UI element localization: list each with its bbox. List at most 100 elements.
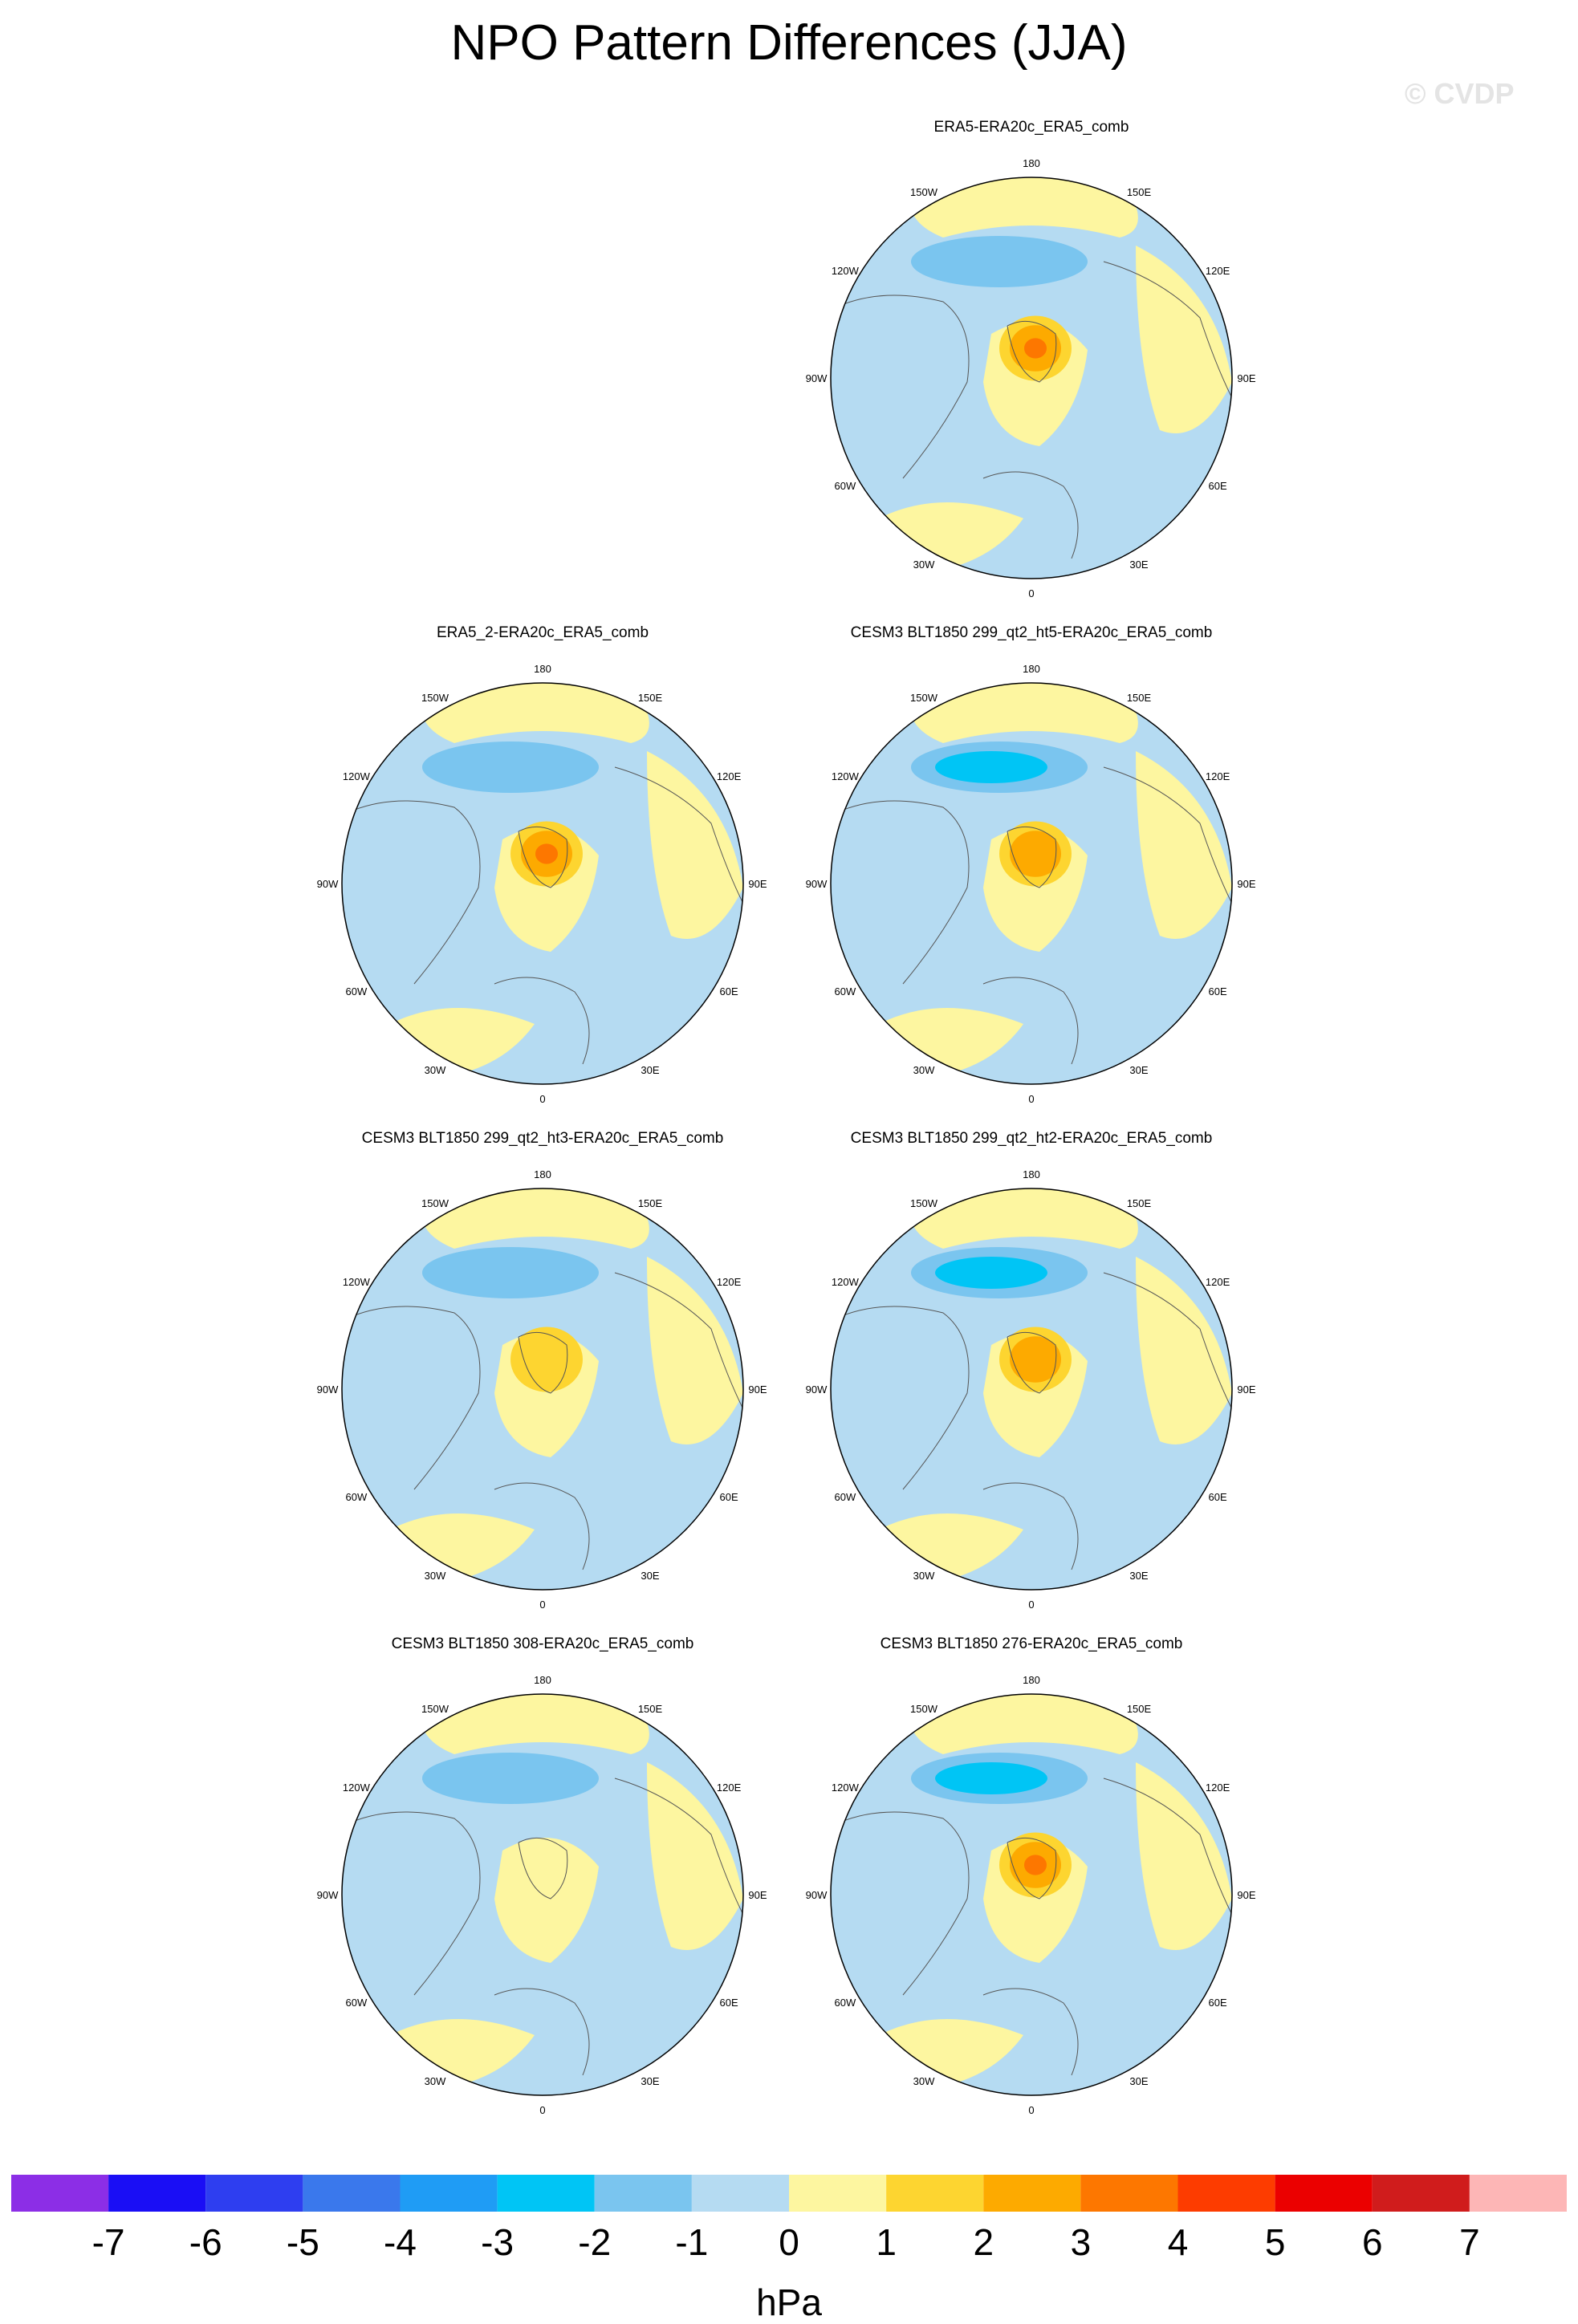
panel-title: CESM3 BLT1850 299_qt2_ht2-ERA20c_ERA5_co… xyxy=(850,1130,1213,1147)
longitude-label: 30E xyxy=(1129,559,1148,571)
field-pos1 xyxy=(909,1694,1138,1754)
colorbar-tick: 0 xyxy=(779,2221,799,2263)
colorbar-units: hPa xyxy=(756,2281,822,2323)
map-field xyxy=(831,177,1232,579)
colorbar-segment xyxy=(1177,2175,1275,2212)
panel-title: CESM3 BLT1850 299_qt2_ht3-ERA20c_ERA5_co… xyxy=(361,1130,724,1147)
map-border xyxy=(830,682,1233,1085)
coastlines xyxy=(342,766,743,1065)
longitude-label: 0 xyxy=(1028,1599,1034,1611)
longitude-label: 150W xyxy=(421,1703,449,1715)
longitude-label: 60W xyxy=(835,1997,856,2009)
polar-map: 180 150E 120E 90E 60E 30E 0 30W 60W 90W 120W 150W xyxy=(806,1674,1256,2116)
longitude-label: 180 xyxy=(1023,1674,1040,1686)
coastlines xyxy=(831,1272,1232,1570)
field-pos1 xyxy=(909,177,1138,238)
longitude-label: 150W xyxy=(910,1197,938,1209)
field-pos2 xyxy=(510,1327,583,1392)
longitude-label: 30W xyxy=(913,1570,935,1582)
longitude-label: 150E xyxy=(1127,1197,1152,1209)
longitude-label: 120W xyxy=(832,1782,860,1794)
longitude-label: 60E xyxy=(720,985,738,997)
polar-map: 180 150E 120E 90E 60E 30E 0 30W 60W 90W 120W 150W xyxy=(317,663,767,1105)
longitude-label: 90E xyxy=(1237,1889,1255,1901)
longitude-label: 90W xyxy=(806,372,828,384)
longitude-label: 30E xyxy=(1129,2075,1148,2087)
map-panel-era5: ERA5-ERA20c_ERA5_comb 180 150E 120E 90E 60E 3… xyxy=(783,119,1280,616)
coastlines xyxy=(831,766,1232,1065)
field-pos3 xyxy=(1010,831,1061,877)
longitude-label: 30W xyxy=(425,1570,446,1582)
longitude-label: 0 xyxy=(539,1093,545,1105)
coastlines xyxy=(831,1778,1232,2076)
colorbar-tick: -7 xyxy=(92,2221,125,2263)
polar-map: 180 150E 120E 90E 60E 30E 0 30W 60W 90W 120W 150W xyxy=(806,663,1256,1105)
colorbar-tick: 2 xyxy=(973,2221,994,2263)
field-neg3 xyxy=(935,1762,1047,1794)
map-border xyxy=(341,682,744,1085)
map-border xyxy=(830,177,1233,579)
polar-map: 180 150E 120E 90E 60E 30E 0 30W 60W 90W 120W 150W xyxy=(317,1168,767,1611)
longitude-label: 60E xyxy=(720,1491,738,1503)
colorbar: -7 -6 -5 -4 -3 -2 -1 0 1 2 3 4 5 6 7 xyxy=(11,2175,1567,2263)
polar-map: 180 150E 120E 90E 60E 30E 0 30W 60W 90W 120W 150W xyxy=(806,157,1256,599)
longitude-label: 120E xyxy=(1206,1782,1230,1794)
longitude-label: 90E xyxy=(748,1383,767,1396)
panel-title: CESM3 BLT1850 299_qt2_ht5-ERA20c_ERA5_co… xyxy=(850,624,1213,641)
panel-title: CESM3 BLT1850 308-ERA20c_ERA5_comb xyxy=(391,1635,694,1652)
coastlines xyxy=(342,1778,743,2076)
longitude-label: 30W xyxy=(425,2075,446,2087)
colorbar-segment xyxy=(1275,2175,1373,2212)
longitude-label: 90E xyxy=(748,1889,767,1901)
colorbar-segment xyxy=(11,2175,109,2212)
longitude-label: 90E xyxy=(1237,372,1255,384)
field-pos1 xyxy=(647,751,743,939)
longitude-label: 180 xyxy=(534,1168,551,1180)
map-field xyxy=(831,1694,1232,2095)
longitude-label: 120W xyxy=(343,770,371,782)
colorbar-tick: 1 xyxy=(876,2221,897,2263)
field-pos3 xyxy=(1010,1336,1061,1383)
longitude-label: 90W xyxy=(317,878,339,890)
colorbar-tick: 4 xyxy=(1168,2221,1189,2263)
longitude-label: 60W xyxy=(346,1997,368,2009)
longitude-label: 180 xyxy=(1023,1168,1040,1180)
panel-title: ERA5_2-ERA20c_ERA5_comb xyxy=(436,624,649,641)
longitude-label: 60W xyxy=(346,985,368,997)
longitude-label: 30E xyxy=(641,1064,659,1076)
map-panel-ht5: CESM3 BLT1850 299_qt2_ht5-ERA20c_ERA5_co… xyxy=(783,624,1280,1122)
longitude-label: 90W xyxy=(317,1383,339,1396)
map-field xyxy=(831,1188,1232,1590)
colorbar-tick: -2 xyxy=(578,2221,611,2263)
longitude-label: 150E xyxy=(638,1197,663,1209)
field-pos1 xyxy=(909,1188,1138,1249)
panel-title: ERA5-ERA20c_ERA5_comb xyxy=(933,119,1129,136)
longitude-label: 90W xyxy=(806,1383,828,1396)
colorbar-segment xyxy=(400,2175,498,2212)
longitude-label: 150W xyxy=(421,1197,449,1209)
colorbar-segment xyxy=(1469,2175,1567,2212)
map-field xyxy=(831,683,1232,1084)
longitude-label: 120E xyxy=(1206,265,1230,277)
field-neg2 xyxy=(911,236,1088,287)
longitude-label: 90W xyxy=(806,878,828,890)
longitude-label: 120E xyxy=(1206,1276,1230,1288)
longitude-label: 90E xyxy=(1237,1383,1255,1396)
coastlines xyxy=(342,1272,743,1570)
field-pos1 xyxy=(1136,751,1232,939)
longitude-label: 60W xyxy=(835,985,856,997)
colorbar-segment xyxy=(303,2175,401,2212)
field-pos1 xyxy=(647,1762,743,1950)
longitude-label: 180 xyxy=(1023,663,1040,675)
longitude-label: 0 xyxy=(1028,1093,1034,1105)
longitude-label: 30W xyxy=(913,559,935,571)
longitude-label: 30W xyxy=(913,1064,935,1076)
colorbar-tick: -5 xyxy=(287,2221,319,2263)
longitude-label: 180 xyxy=(534,663,551,675)
longitude-label: 0 xyxy=(539,1599,545,1611)
field-pos1 xyxy=(647,1257,743,1444)
longitude-label: 180 xyxy=(534,1674,551,1686)
colorbar-tick: 7 xyxy=(1459,2221,1480,2263)
longitude-label: 0 xyxy=(1028,2104,1034,2116)
longitude-label: 120W xyxy=(343,1276,371,1288)
